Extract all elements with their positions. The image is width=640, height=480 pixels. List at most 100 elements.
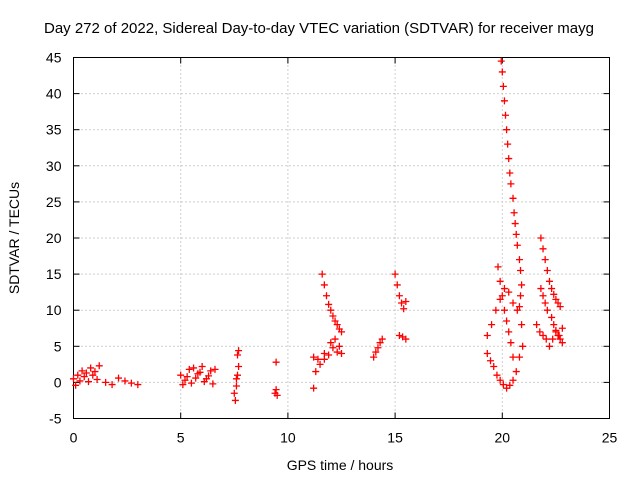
- data-point-marker: [177, 371, 185, 379]
- series-sat-e: [179, 368, 217, 389]
- series-sat-q: [494, 263, 517, 361]
- data-point-marker: [548, 285, 556, 293]
- data-point-marker: [314, 355, 322, 363]
- data-point-marker: [231, 396, 239, 404]
- chart-title: Day 272 of 2022, Sidereal Day-to-day VTE…: [44, 20, 594, 37]
- data-point-marker: [335, 342, 343, 350]
- y-tick-label: 10: [46, 302, 62, 318]
- data-point-marker: [200, 378, 208, 386]
- data-point-marker: [512, 230, 520, 238]
- data-point-marker: [537, 285, 545, 293]
- data-point-marker: [505, 155, 513, 163]
- data-point-marker: [545, 342, 553, 350]
- data-point-marker: [507, 180, 515, 188]
- data-point-marker: [554, 299, 562, 307]
- data-point-marker: [376, 339, 384, 347]
- series-sat-m: [395, 331, 410, 343]
- series-sat-j: [318, 270, 345, 336]
- data-point-marker: [550, 321, 558, 329]
- data-point-marker: [91, 368, 99, 376]
- data-point-marker: [205, 372, 213, 380]
- data-point-marker: [183, 373, 191, 381]
- data-point-marker: [70, 375, 77, 383]
- data-point-marker: [493, 371, 501, 379]
- data-point-marker: [192, 374, 200, 382]
- data-point-marker: [329, 344, 337, 352]
- y-tick-label: 40: [46, 86, 62, 102]
- data-point-marker: [496, 376, 504, 384]
- data-point-marker: [510, 209, 518, 217]
- x-tick-label: 25: [602, 430, 618, 446]
- data-point-marker: [310, 384, 318, 392]
- data-point-marker: [235, 347, 243, 355]
- data-point-marker: [512, 368, 520, 376]
- data-point-marker: [325, 351, 333, 359]
- data-point-marker: [87, 364, 95, 372]
- data-point-marker: [558, 339, 566, 347]
- data-point-marker: [517, 292, 525, 300]
- data-point-marker: [320, 281, 328, 289]
- x-tick-label: 10: [280, 430, 296, 446]
- data-point-marker: [74, 371, 82, 379]
- data-point-marker: [496, 277, 504, 285]
- data-point-marker: [519, 342, 527, 350]
- data-point-marker: [235, 363, 243, 371]
- data-point-marker: [400, 305, 408, 313]
- data-point-marker: [331, 317, 339, 325]
- x-tick-label: 15: [387, 430, 403, 446]
- series-sat-o: [483, 342, 527, 392]
- data-point-marker: [503, 317, 511, 325]
- data-point-marker: [312, 368, 320, 376]
- series-sat-d: [177, 363, 219, 384]
- data-point-marker: [185, 365, 193, 373]
- data-point-marker: [331, 335, 339, 343]
- y-tick-label: 25: [46, 194, 62, 210]
- data-point-marker: [82, 369, 90, 377]
- series-sat-b: [72, 371, 101, 389]
- data-point-marker: [515, 353, 523, 361]
- data-point-marker: [487, 357, 495, 365]
- data-point-marker: [372, 348, 380, 356]
- x-axis-label: GPS time / hours: [287, 457, 394, 473]
- data-point-marker: [499, 381, 507, 389]
- data-point-marker: [273, 391, 281, 399]
- data-point-marker: [541, 256, 549, 264]
- data-point-marker: [511, 220, 519, 228]
- data-point-marker: [507, 339, 515, 347]
- data-point-marker: [556, 335, 564, 343]
- y-tick-label: 30: [46, 158, 62, 174]
- data-point-marker: [539, 331, 547, 339]
- data-point-marker: [329, 312, 337, 320]
- data-point-marker: [338, 350, 345, 358]
- data-point-marker: [102, 378, 110, 386]
- data-point-marker: [121, 377, 129, 385]
- axis-ticks: 0 5 10 15 20 25 -5 0 5 10 15 20 25 30 35 40 45: [46, 50, 618, 446]
- data-point-marker: [402, 335, 410, 343]
- series-sat-g: [271, 358, 281, 399]
- data-point-marker: [515, 256, 523, 264]
- data-point-marker: [500, 306, 508, 314]
- data-point-marker: [518, 281, 526, 289]
- data-point-marker: [498, 68, 506, 76]
- grid-lines: [73, 57, 610, 419]
- data-point-marker: [509, 299, 517, 307]
- x-tick-label: 20: [495, 430, 511, 446]
- data-point-marker: [517, 266, 525, 274]
- data-point-marker: [494, 263, 502, 271]
- data-point-marker: [327, 306, 335, 314]
- data-point-marker: [108, 381, 116, 389]
- data-point-marker: [556, 303, 564, 311]
- data-point-marker: [395, 331, 403, 339]
- data-point-marker: [541, 299, 549, 307]
- data-point-marker: [502, 111, 510, 119]
- data-point-marker: [552, 295, 560, 303]
- series-sat-t: [533, 321, 566, 350]
- data-point-marker: [333, 348, 341, 356]
- data-point-marker: [93, 376, 101, 384]
- data-point-marker: [506, 381, 514, 389]
- data-point-marker: [496, 295, 504, 303]
- x-tick-label: 5: [177, 430, 185, 446]
- data-point-marker: [338, 328, 345, 336]
- data-point-marker: [127, 379, 135, 387]
